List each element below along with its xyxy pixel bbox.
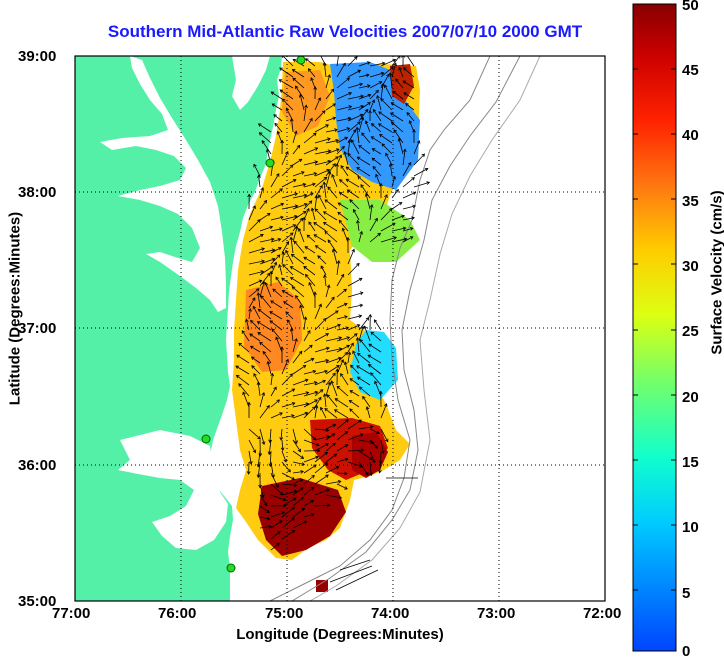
velocity-arrow xyxy=(403,178,414,187)
colorbar xyxy=(633,4,676,651)
velocity-arrowhead xyxy=(337,50,340,53)
velocity-cell-isolated xyxy=(316,580,328,592)
velocity-arrow xyxy=(336,570,378,590)
velocity-patch-green xyxy=(340,200,420,262)
radar-station-marker xyxy=(297,56,305,64)
velocity-arrow xyxy=(414,182,429,187)
velocity-arrowhead xyxy=(319,52,322,55)
radar-station-marker xyxy=(266,159,274,167)
velocity-arrow xyxy=(414,169,428,177)
velocity-arrow xyxy=(403,192,416,198)
radar-station-marker xyxy=(227,564,235,572)
radar-station-marker xyxy=(202,435,210,443)
